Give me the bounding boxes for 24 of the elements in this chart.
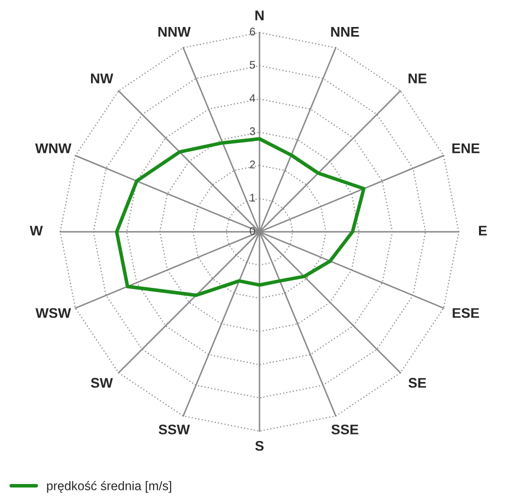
spoke-label: W [30,226,43,236]
y-tick-label: 0 [250,226,256,235]
spoke-label: NNE [331,27,360,37]
spoke-label: NNW [158,27,191,37]
spoke-label: E [479,226,487,236]
spoke-label: NW [91,74,114,84]
y-tick-label: 1 [250,194,255,202]
spoke-label: SSE [331,424,358,434]
spoke-label: SSW [158,424,190,434]
spoke-label: NE [408,74,426,84]
spoke-label: WSW [36,308,72,318]
spoke-label: ESE [452,308,480,318]
spoke-label: SW [90,378,113,388]
y-tick-label: 6 [250,28,256,36]
spoke-label: ENE [452,144,480,154]
spoke-label: N [255,10,264,20]
y-tick-label: 3 [250,127,256,136]
y-tick-label: 4 [250,94,256,102]
spoke-label: WNW [35,144,72,154]
spoke-label: S [255,440,264,451]
spoke-label: SE [408,378,426,388]
y-tick-label: 5 [250,60,256,69]
legend-label: prędkość średnia [m/s] [47,480,172,493]
y-tick-label: 2 [250,160,255,168]
